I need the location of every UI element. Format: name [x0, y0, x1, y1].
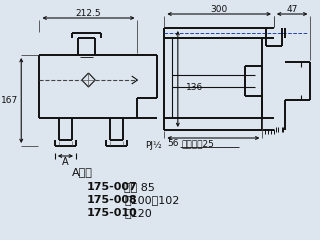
Text: 212.5: 212.5: [76, 10, 101, 18]
Text: 167: 167: [1, 96, 18, 105]
Text: は120: は120: [124, 208, 152, 218]
Text: 47: 47: [286, 6, 298, 14]
Text: A: A: [62, 157, 69, 167]
Text: 175-010: 175-010: [87, 208, 137, 218]
Text: 175-008: 175-008: [87, 195, 137, 205]
Text: 300: 300: [211, 6, 228, 14]
Text: 六角対辺25: 六角対辺25: [182, 139, 214, 148]
Text: 56: 56: [167, 139, 179, 148]
Text: A寸法: A寸法: [72, 167, 93, 177]
Text: 136: 136: [186, 83, 203, 91]
Text: は　 85: は 85: [124, 182, 155, 192]
Text: PJ½: PJ½: [145, 140, 162, 150]
Text: 175-007: 175-007: [87, 182, 137, 192]
Text: は100～102: は100～102: [124, 195, 180, 205]
